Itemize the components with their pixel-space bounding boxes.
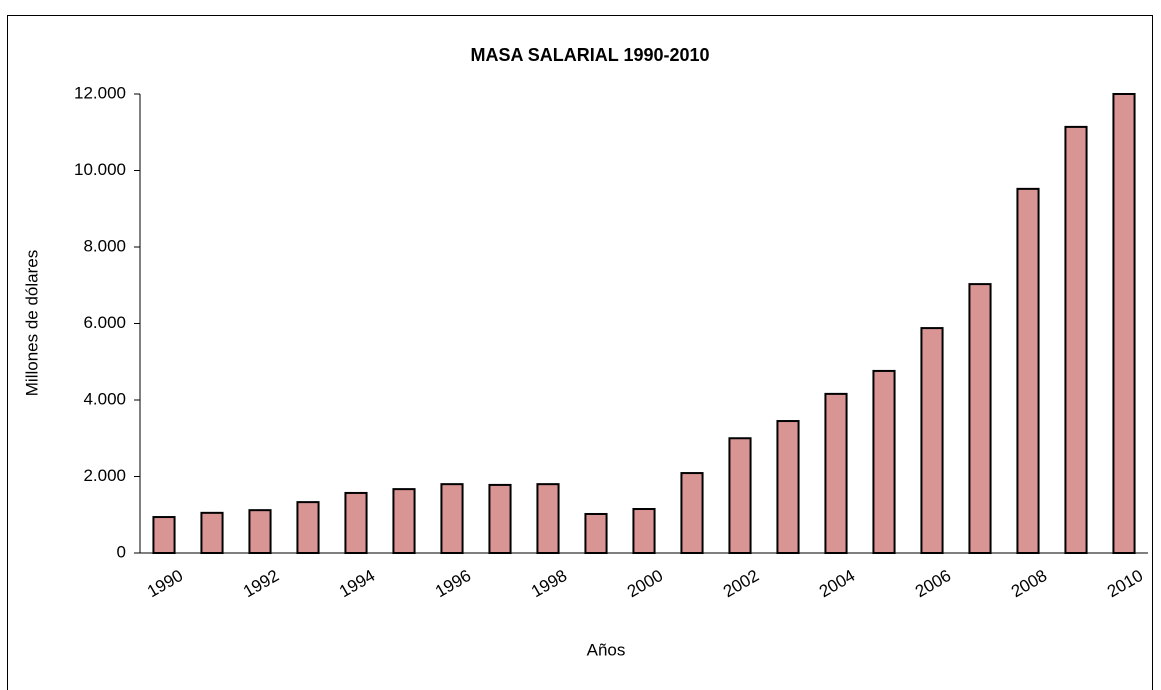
bar xyxy=(536,483,560,554)
y-tick-label: 4.000 xyxy=(83,389,126,408)
bar xyxy=(488,483,512,555)
bar xyxy=(872,369,896,554)
y-tick-label: 8.000 xyxy=(83,236,126,255)
y-tick-label: 6.000 xyxy=(83,313,126,332)
bar xyxy=(440,483,464,554)
bar xyxy=(1016,187,1040,555)
bar xyxy=(584,512,608,554)
bar xyxy=(344,491,368,555)
bar xyxy=(152,516,176,554)
chart-frame xyxy=(7,15,1153,690)
bar xyxy=(632,508,656,555)
bar xyxy=(920,327,944,554)
y-tick-label: 10.000 xyxy=(74,160,126,179)
bar xyxy=(248,509,272,555)
bar xyxy=(824,392,848,554)
chart-title: MASA SALARIAL 1990-2010 xyxy=(470,45,709,65)
bar xyxy=(728,437,752,554)
bar xyxy=(296,501,320,555)
bar xyxy=(1064,125,1088,555)
y-tick-label: 12.000 xyxy=(74,83,126,102)
bar xyxy=(392,488,416,554)
bar xyxy=(1112,93,1136,554)
bar xyxy=(200,511,224,555)
x-axis-title: Años xyxy=(587,640,626,659)
y-tick-label: 2.000 xyxy=(83,466,126,485)
bar xyxy=(776,420,800,554)
y-tick-label: 0 xyxy=(117,542,126,561)
bar xyxy=(680,472,704,554)
y-axis-title: Millones de dólares xyxy=(22,250,41,396)
bar xyxy=(968,283,992,554)
